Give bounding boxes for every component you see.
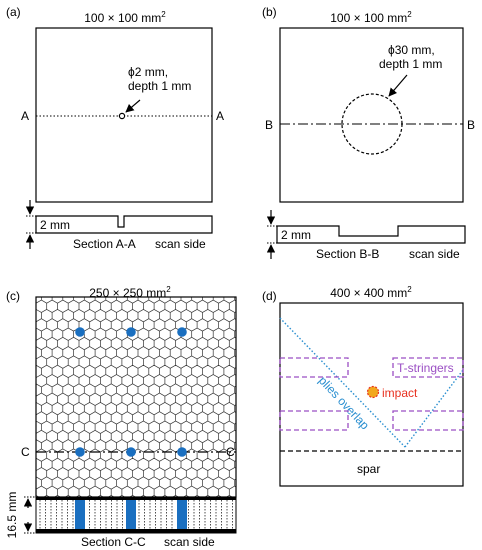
panel-c-top-skin — [36, 497, 236, 500]
panel-c-bottom-skin — [36, 529, 236, 533]
honeycomb-cells — [36, 297, 236, 497]
panel-b-hole-label-1: ϕ30 mm, — [388, 43, 435, 57]
panel-b-section-mark-left: B — [265, 118, 273, 132]
panel-c-insert — [177, 327, 187, 337]
panel-a-scan-side: scan side — [155, 237, 206, 251]
panel-a-hole-arrow — [125, 99, 141, 113]
panel-d-ply-boundary-right — [404, 369, 464, 448]
panel-b-hole-arrow — [388, 74, 408, 97]
panel-c-section-mark-right: C — [226, 445, 235, 459]
panel-b-section-title: Section B-B — [316, 247, 379, 261]
panel-d-stringer — [392, 410, 464, 431]
panel-d-spar-label: spar — [357, 462, 380, 476]
panel-d-stringer — [392, 357, 464, 378]
panel-b: (b) 100 × 100 mm2 ϕ30 mm, depth 1 mm B B… — [262, 5, 475, 261]
panel-c-cross-section — [35, 496, 237, 534]
panel-a-hole-label-1: ϕ2 mm, — [128, 65, 168, 79]
panel-c: (c) 250 × 250 mm2 C C 16.5 mm Section C-… — [5, 285, 237, 549]
panel-d-stringer — [279, 357, 349, 378]
panel-d-ply-boundary-left — [279, 317, 406, 448]
panel-a-cross-section — [35, 215, 213, 234]
panel-d-impact-label: impact — [382, 386, 418, 400]
panel-d-stringer — [279, 410, 349, 431]
panel-c-insert — [126, 327, 136, 337]
panel-d-plies-label: plies overlap — [316, 373, 372, 432]
panel-c-insert-section — [177, 500, 187, 529]
panel-d-tag: (d) — [262, 289, 277, 303]
panel-c-insert-section — [75, 500, 85, 529]
panel-c-size-label: 250 × 250 mm2 — [89, 285, 171, 300]
panel-c-specimen — [35, 296, 237, 498]
panel-c-scan-side: scan side — [164, 535, 215, 549]
panel-c-insert — [75, 447, 85, 457]
panel-a-section-mark-left: A — [21, 109, 29, 123]
panel-b-section-mark-right: B — [467, 118, 475, 132]
panel-c-honeycomb — [36, 297, 236, 497]
panel-c-core-section — [39, 500, 233, 529]
panel-d-specimen — [279, 302, 464, 487]
panel-c-tag: (c) — [6, 289, 20, 303]
panel-a-size-label: 100 × 100 mm2 — [84, 10, 166, 25]
panel-c-section-title: Section C-C — [81, 535, 146, 549]
panel-b-tag: (b) — [262, 5, 277, 19]
panel-a-section-title: Section A-A — [73, 237, 136, 251]
panel-c-insert — [75, 327, 85, 337]
panel-d-impact-marker — [366, 385, 380, 399]
panel-a-depth-label: 2 mm — [40, 218, 70, 232]
panel-a-hole — [118, 112, 126, 120]
panel-b-scan-side: scan side — [409, 247, 460, 261]
panel-d: (d) 400 × 400 mm2 plies overlap T-string… — [262, 285, 464, 487]
panel-b-depth-label: 2 mm — [281, 228, 311, 242]
panel-b-size-label: 100 × 100 mm2 — [330, 10, 412, 25]
panel-c-insert — [126, 447, 136, 457]
panel-a-hole-label-2: depth 1 mm — [128, 79, 191, 93]
panel-b-hole — [341, 93, 403, 155]
panel-b-specimen — [279, 27, 464, 203]
panel-a: (a) 100 × 100 mm2 ϕ2 mm, depth 1 mm A A … — [6, 5, 224, 251]
panel-c-section-mark-left: C — [21, 445, 30, 459]
panel-c-insert — [177, 447, 187, 457]
panel-a-tag: (a) — [6, 5, 21, 19]
panel-d-stringers-label: T-stringers — [397, 361, 454, 375]
panel-c-thickness-label: 16.5 mm — [5, 492, 19, 539]
panel-b-hole-label-2: depth 1 mm — [379, 57, 442, 71]
panel-d-size-label: 400 × 400 mm2 — [330, 285, 412, 300]
panel-b-cross-section — [276, 225, 466, 244]
panel-a-section-mark-right: A — [216, 109, 224, 123]
panel-a-specimen — [35, 27, 213, 203]
panel-c-insert-section — [126, 500, 136, 529]
